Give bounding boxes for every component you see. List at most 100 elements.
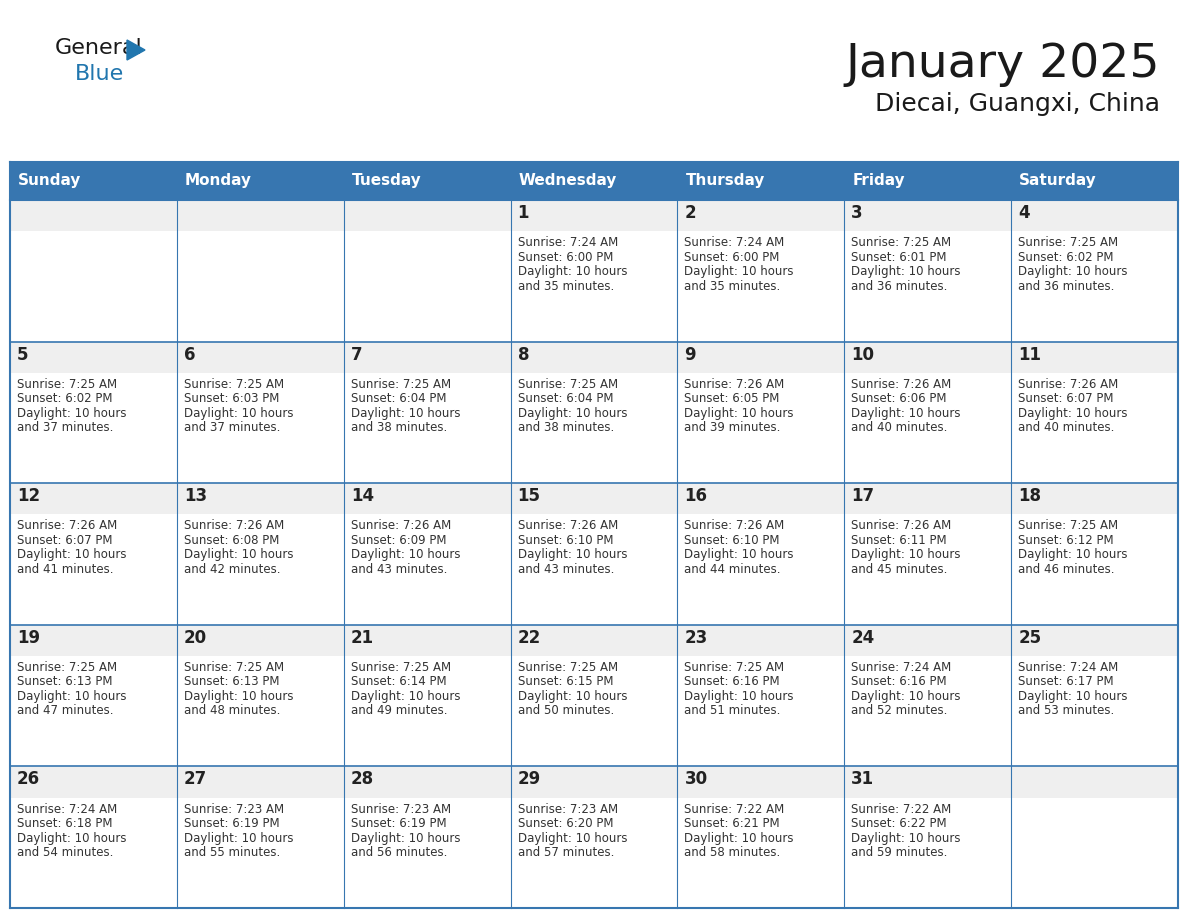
Text: Sunset: 6:16 PM: Sunset: 6:16 PM [684,676,781,688]
Text: Daylight: 10 hours: Daylight: 10 hours [350,690,460,703]
Bar [845,798,1011,908]
Text: Sunset: 6:13 PM: Sunset: 6:13 PM [17,676,113,688]
Bar [845,767,1011,798]
Bar [1011,341,1178,373]
Text: Daylight: 10 hours: Daylight: 10 hours [184,690,293,703]
Bar [511,483,677,514]
Text: Sunset: 6:07 PM: Sunset: 6:07 PM [1018,392,1113,405]
Text: and 57 minutes.: and 57 minutes. [518,846,614,859]
Text: Sunrise: 7:25 AM: Sunrise: 7:25 AM [1018,236,1118,249]
Text: 8: 8 [518,345,529,364]
Bar [511,514,677,625]
Bar [1011,162,1178,200]
Text: Daylight: 10 hours: Daylight: 10 hours [852,690,961,703]
Text: Daylight: 10 hours: Daylight: 10 hours [17,407,126,420]
Bar [677,514,845,625]
Text: Diecai, Guangxi, China: Diecai, Guangxi, China [876,92,1159,116]
Text: and 50 minutes.: and 50 minutes. [518,704,614,718]
Text: January 2025: January 2025 [846,42,1159,87]
Text: Sunrise: 7:23 AM: Sunrise: 7:23 AM [184,802,284,815]
Bar [343,373,511,483]
Text: and 38 minutes.: and 38 minutes. [518,421,614,434]
Text: and 36 minutes.: and 36 minutes. [852,280,948,293]
Text: Sunrise: 7:22 AM: Sunrise: 7:22 AM [684,802,785,815]
Text: Daylight: 10 hours: Daylight: 10 hours [518,690,627,703]
Bar [177,767,343,798]
Bar [845,231,1011,341]
Bar [845,514,1011,625]
Text: 26: 26 [17,770,40,789]
Text: 21: 21 [350,629,374,647]
Text: Sunrise: 7:25 AM: Sunrise: 7:25 AM [518,661,618,674]
Bar [177,625,343,656]
Bar [343,483,511,514]
Text: Sunset: 6:19 PM: Sunset: 6:19 PM [184,817,279,830]
Text: 29: 29 [518,770,541,789]
Text: Sunrise: 7:23 AM: Sunrise: 7:23 AM [350,802,450,815]
Bar [1011,373,1178,483]
Text: and 37 minutes.: and 37 minutes. [17,421,113,434]
Text: and 43 minutes.: and 43 minutes. [350,563,447,576]
Text: Sunset: 6:09 PM: Sunset: 6:09 PM [350,534,447,547]
Bar [845,373,1011,483]
Text: Sunrise: 7:26 AM: Sunrise: 7:26 AM [684,520,785,532]
Bar [177,514,343,625]
Text: 11: 11 [1018,345,1041,364]
Text: Sunrise: 7:26 AM: Sunrise: 7:26 AM [1018,377,1118,391]
Text: Sunrise: 7:25 AM: Sunrise: 7:25 AM [852,236,952,249]
Text: Daylight: 10 hours: Daylight: 10 hours [852,265,961,278]
Text: Sunday: Sunday [18,174,81,188]
Text: Sunset: 6:19 PM: Sunset: 6:19 PM [350,817,447,830]
Bar [511,656,677,767]
Bar [677,231,845,341]
Bar [343,231,511,341]
Text: Sunrise: 7:26 AM: Sunrise: 7:26 AM [518,520,618,532]
Text: Daylight: 10 hours: Daylight: 10 hours [350,407,460,420]
Text: 19: 19 [17,629,40,647]
Text: Sunset: 6:10 PM: Sunset: 6:10 PM [684,534,781,547]
Text: Daylight: 10 hours: Daylight: 10 hours [518,265,627,278]
Bar [845,483,1011,514]
Bar [677,656,845,767]
Bar [511,341,677,373]
Text: 2: 2 [684,204,696,222]
Text: Daylight: 10 hours: Daylight: 10 hours [1018,690,1127,703]
Bar [177,231,343,341]
Text: 23: 23 [684,629,708,647]
Bar [511,798,677,908]
Text: Daylight: 10 hours: Daylight: 10 hours [518,548,627,561]
Text: Daylight: 10 hours: Daylight: 10 hours [17,548,126,561]
Text: Sunset: 6:22 PM: Sunset: 6:22 PM [852,817,947,830]
Text: and 55 minutes.: and 55 minutes. [184,846,280,859]
Text: 16: 16 [684,487,707,505]
Text: Sunrise: 7:24 AM: Sunrise: 7:24 AM [684,236,785,249]
Text: 27: 27 [184,770,207,789]
Bar [677,200,845,231]
Bar [177,483,343,514]
Text: Sunrise: 7:25 AM: Sunrise: 7:25 AM [184,661,284,674]
Bar [343,162,511,200]
Bar [343,656,511,767]
Text: and 41 minutes.: and 41 minutes. [17,563,114,576]
Text: 13: 13 [184,487,207,505]
Bar [677,767,845,798]
Bar [10,341,177,373]
Text: Sunset: 6:00 PM: Sunset: 6:00 PM [684,251,779,263]
Text: Sunset: 6:13 PM: Sunset: 6:13 PM [184,676,279,688]
Text: and 42 minutes.: and 42 minutes. [184,563,280,576]
Text: Daylight: 10 hours: Daylight: 10 hours [184,548,293,561]
Text: Daylight: 10 hours: Daylight: 10 hours [518,832,627,845]
Bar [511,231,677,341]
Text: Sunrise: 7:26 AM: Sunrise: 7:26 AM [350,520,451,532]
Text: Sunrise: 7:24 AM: Sunrise: 7:24 AM [852,661,952,674]
Text: Sunset: 6:11 PM: Sunset: 6:11 PM [852,534,947,547]
Text: Thursday: Thursday [685,174,765,188]
Text: and 49 minutes.: and 49 minutes. [350,704,447,718]
Text: and 45 minutes.: and 45 minutes. [852,563,948,576]
Text: Sunset: 6:04 PM: Sunset: 6:04 PM [350,392,447,405]
Text: 22: 22 [518,629,541,647]
Bar [511,162,677,200]
Text: and 48 minutes.: and 48 minutes. [184,704,280,718]
Bar [677,341,845,373]
Text: Sunset: 6:10 PM: Sunset: 6:10 PM [518,534,613,547]
